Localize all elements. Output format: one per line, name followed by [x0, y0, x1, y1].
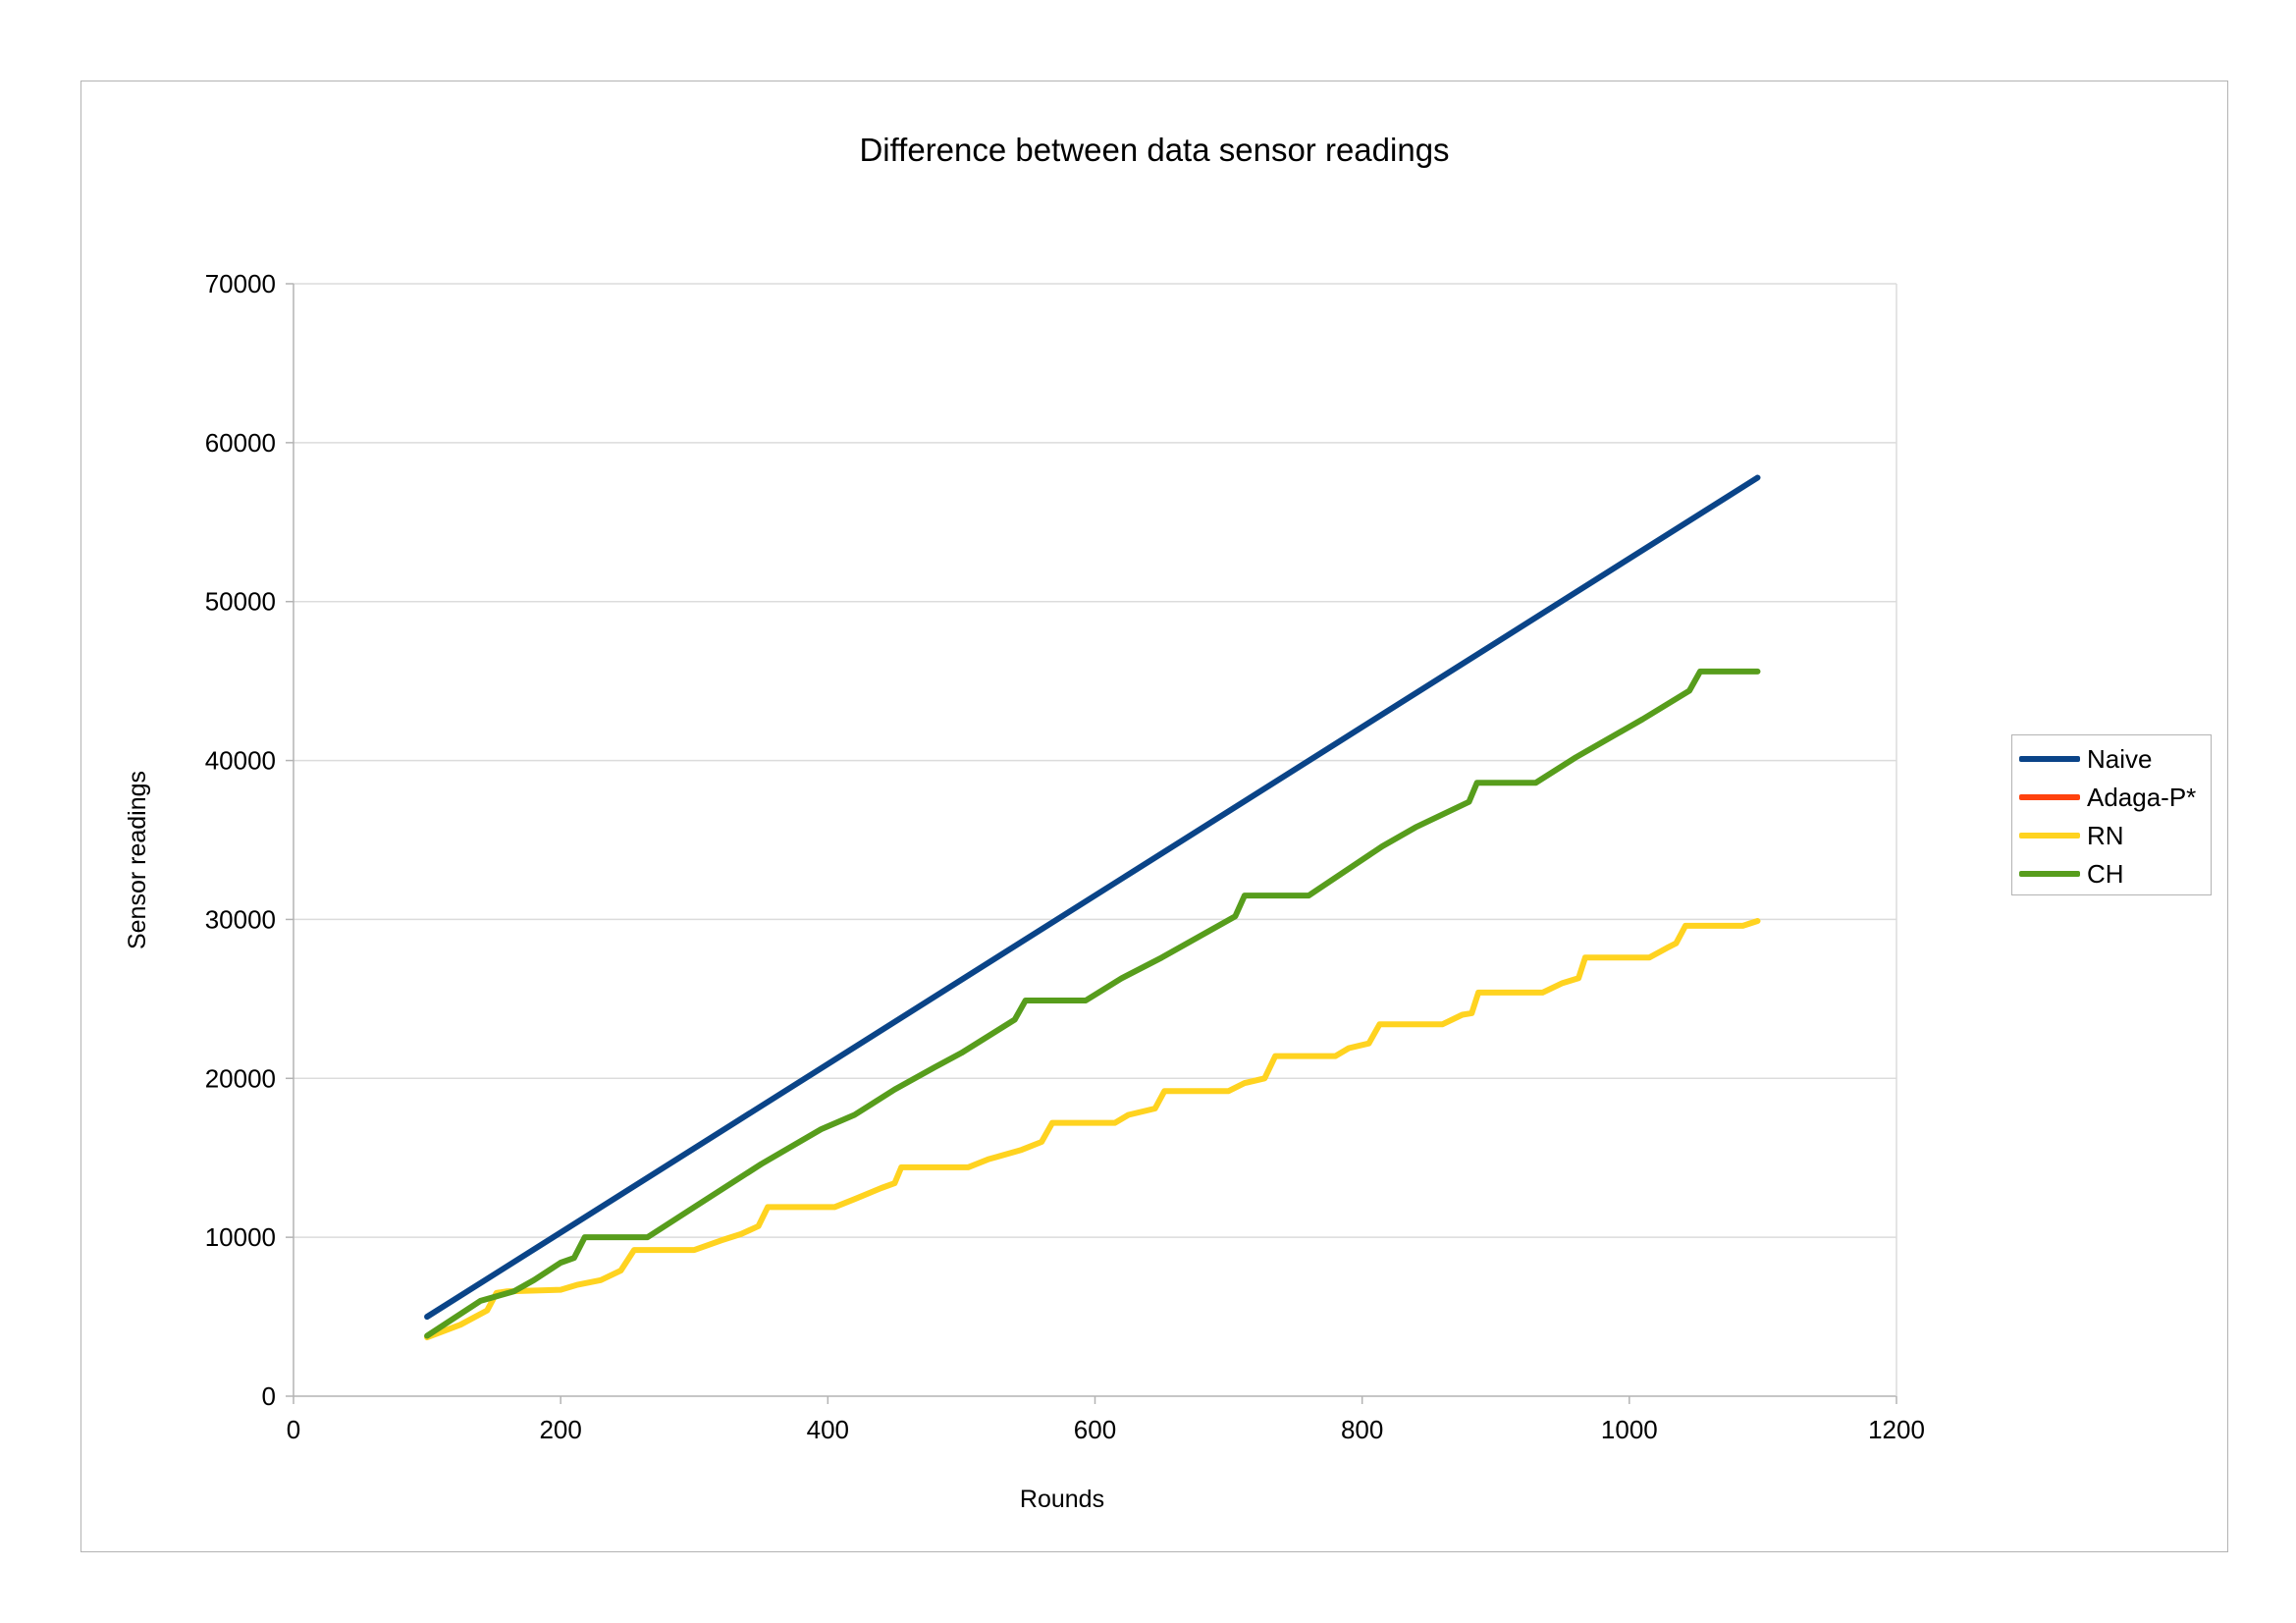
x-tick-label-2: 400: [807, 1415, 849, 1444]
y-tick-label-0: 0: [262, 1381, 276, 1411]
y-tick-label-7: 70000: [205, 269, 276, 298]
x-axis-title: Rounds: [1020, 1486, 1104, 1513]
axes: [286, 283, 1897, 1404]
legend-item: Adaga-P*: [2012, 779, 2211, 817]
x-tick-label-6: 1200: [1868, 1415, 1925, 1444]
x-tick-label-5: 1000: [1601, 1415, 1658, 1444]
gridlines: [294, 283, 1896, 1238]
y-tick-label-4: 40000: [205, 746, 276, 776]
legend-swatch: [2019, 756, 2080, 762]
y-tick-label-2: 20000: [205, 1063, 276, 1093]
chart-title: Difference between data sensor readings: [859, 132, 1449, 168]
y-tick-label-1: 10000: [205, 1222, 276, 1252]
legend-item: Naive: [2012, 740, 2211, 779]
series-lines: [424, 474, 1761, 1341]
series-line-naive: [424, 474, 1761, 1321]
series-line-ch: [424, 668, 1761, 1339]
legend-swatch: [2019, 833, 2080, 839]
legend-label: Adaga-P*: [2087, 783, 2197, 812]
y-tick-label-6: 60000: [205, 428, 276, 458]
legend-swatch: [2019, 871, 2080, 877]
y-tick-label-3: 30000: [205, 904, 276, 934]
legend-label: RN: [2087, 821, 2124, 850]
tick-labels: 0 10000 20000 30000 40000 50000 60000 70000 0 200…: [205, 269, 1925, 1444]
y-tick-label-5: 50000: [205, 587, 276, 617]
x-tick-label-0: 0: [287, 1415, 300, 1444]
legend-item: RN: [2012, 817, 2211, 855]
chart-frame: [80, 81, 2228, 1552]
legend: Naive Adaga-P* RN CH: [2011, 734, 2212, 895]
series-line-rn: [424, 918, 1761, 1341]
legend-label: CH: [2087, 859, 2124, 889]
x-tick-label-3: 600: [1074, 1415, 1116, 1444]
x-tick-label-1: 200: [539, 1415, 581, 1444]
legend-item: CH: [2012, 855, 2211, 893]
y-axis-title: Sensor readings: [124, 771, 151, 949]
legend-label: Naive: [2087, 744, 2153, 774]
legend-swatch: [2019, 794, 2080, 800]
x-tick-label-4: 800: [1341, 1415, 1383, 1444]
